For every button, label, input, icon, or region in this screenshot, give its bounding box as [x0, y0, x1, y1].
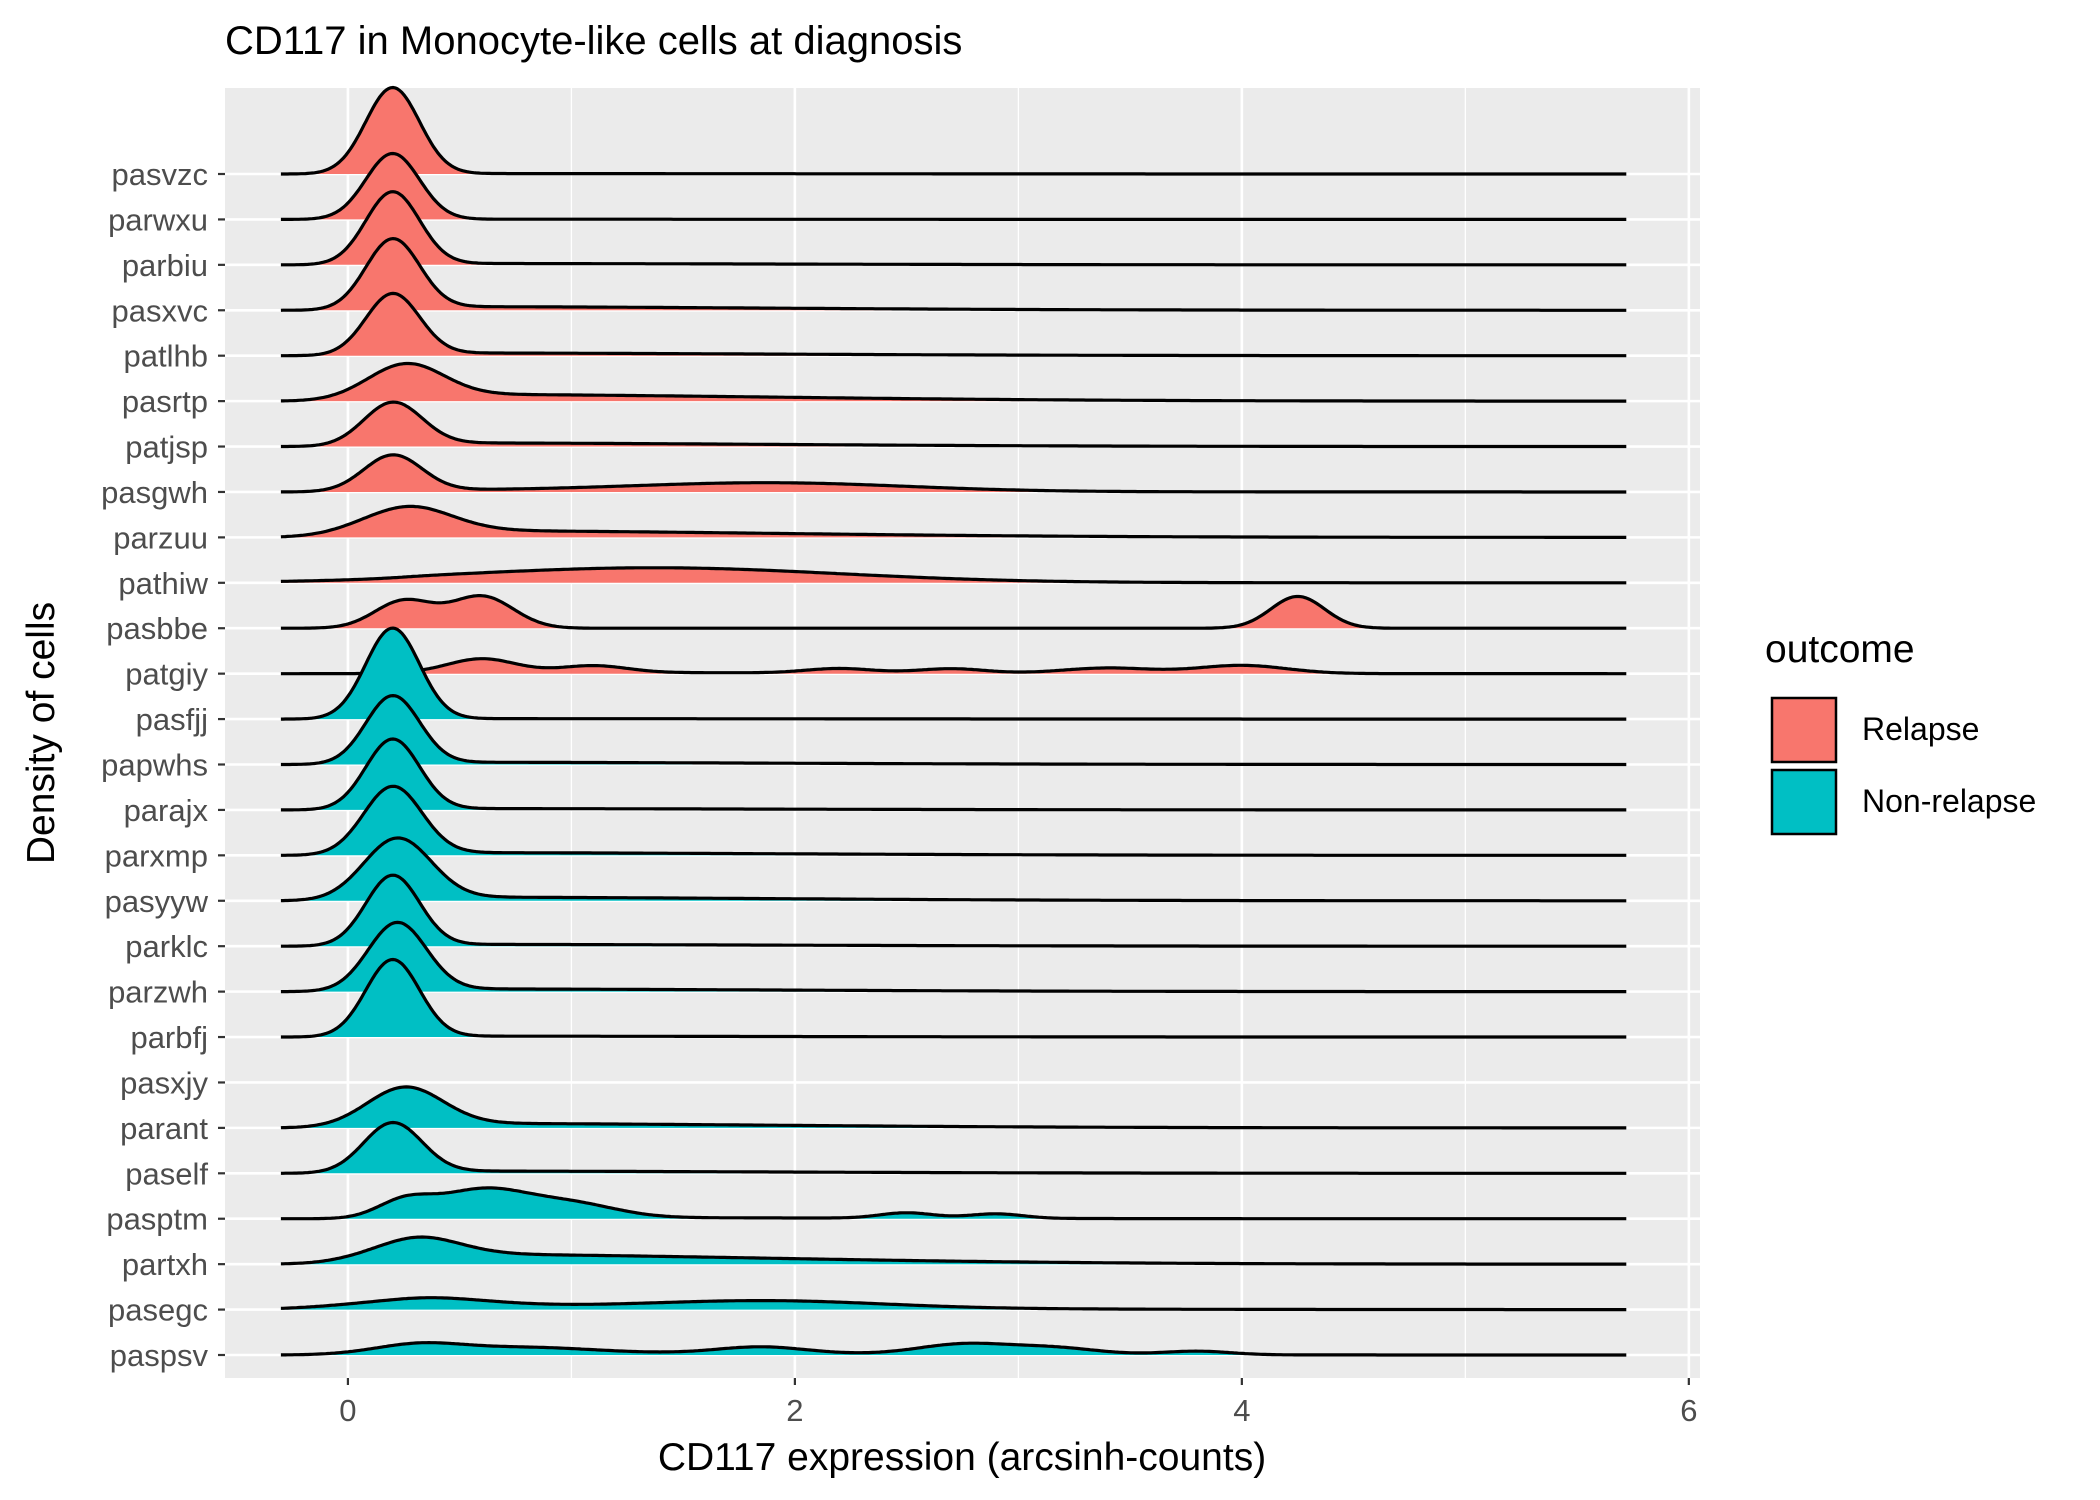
ridge-line-pathiw: [280, 566, 1627, 585]
y-tick-label: pasptm: [106, 1202, 208, 1237]
y-axis-title: Density of cells: [20, 602, 63, 864]
y-tick-label: parklc: [125, 929, 208, 964]
ridge-line-pasyyw: [280, 836, 1627, 903]
ridge-line-pasgwh: [280, 453, 1627, 494]
y-tick-label: patgiy: [125, 657, 208, 692]
y-tick-label: parzuu: [113, 520, 208, 555]
legend-label-non-relapse: Non-relapse: [1862, 783, 2036, 819]
y-tick-label: patjsp: [125, 430, 208, 465]
x-tick-label: 0: [339, 1393, 356, 1428]
ridge-line-patjsp: [280, 400, 1627, 449]
y-tick-label: pasegc: [108, 1293, 208, 1328]
ridge-fill-parzuu: [280, 506, 1627, 538]
y-tick-label: pasrtp: [122, 384, 208, 419]
ridge-line-pasrtp: [280, 361, 1627, 403]
x-axis-title: CD117 expression (arcsinh-counts): [658, 1436, 1266, 1479]
ridge-line-pasbbe: [280, 594, 1627, 630]
ridge-line-parbfj: [280, 957, 1627, 1039]
ridge-line-parajx: [280, 737, 1627, 812]
ridge-line-pasfjj: [280, 626, 1627, 721]
y-tick-label: parbfj: [130, 1020, 208, 1055]
ridge-fill-parbfj: [280, 959, 1627, 1037]
y-tick-label: pathiw: [118, 566, 208, 601]
legend-key-relapse: [1770, 696, 1838, 764]
x-tick-label: 2: [786, 1393, 803, 1428]
ridge-line-patgiy: [280, 657, 1627, 676]
legend: outcome Relapse Non-relapse: [1765, 628, 2036, 836]
ridge-line-patlhb: [280, 291, 1627, 358]
x-axis-ticks: 0 2 4 6: [339, 1378, 1697, 1428]
y-tick-label: paspsv: [110, 1338, 209, 1373]
ridge-line-pasegc: [280, 1296, 1627, 1312]
ridge-line-pasptm: [280, 1186, 1627, 1221]
ridge-fill-partxh: [280, 1237, 1627, 1265]
y-tick-label: parzwh: [108, 975, 208, 1010]
legend-label-relapse: Relapse: [1862, 711, 1979, 747]
legend-key-non-relapse: [1770, 768, 1838, 836]
y-tick-label: pasyyw: [105, 884, 209, 919]
ridge-line-parzwh: [280, 920, 1627, 994]
ridge-line-parant: [280, 1085, 1627, 1130]
ridge-fill-pasfjj: [280, 628, 1627, 720]
ridge-fill-pasvzc: [280, 87, 1627, 174]
ridge-fill-pasgwh: [280, 454, 1627, 492]
y-tick-label: pasfjj: [136, 702, 208, 737]
y-tick-label: parxmp: [105, 838, 208, 873]
plot-panel: [225, 88, 1700, 1378]
y-tick-label: parbiu: [122, 248, 208, 283]
ridge-fill-patlhb: [280, 293, 1627, 356]
ridge-fill-patjsp: [280, 402, 1627, 447]
chart-title: CD117 in Monocyte-like cells at diagnosi…: [225, 19, 962, 63]
ridge-fill-pasegc: [280, 1297, 1627, 1310]
ridge-fill-paself: [280, 1122, 1627, 1174]
ridge-line-parzuu: [280, 504, 1627, 539]
ridge-line-parbiu: [280, 190, 1627, 267]
ridge-fill-pasrtp: [280, 363, 1627, 402]
ridge-line-papwhs: [280, 694, 1627, 767]
x-tick-label: 4: [1233, 1393, 1250, 1428]
ridge-line-pasxvc: [280, 237, 1627, 312]
ridge-line-parwxu: [280, 151, 1627, 221]
y-tick-label: parwxu: [108, 202, 208, 237]
y-tick-label: papwhs: [101, 748, 208, 783]
ridge-fill-pasxvc: [280, 238, 1627, 311]
ridges: [280, 85, 1627, 1357]
ridge-line-paself: [280, 1120, 1627, 1175]
y-tick-label: parant: [120, 1111, 208, 1146]
y-tick-label: pasgwh: [101, 475, 208, 510]
ridge-line-pasvzc: [280, 85, 1627, 176]
ridge-fill-parant: [280, 1086, 1627, 1128]
y-tick-label: patlhb: [124, 339, 208, 374]
ridge-fill-pasptm: [280, 1187, 1627, 1219]
y-tick-label: pasxjy: [120, 1065, 208, 1100]
y-tick-label: partxh: [122, 1247, 208, 1282]
y-tick-label: paself: [125, 1156, 208, 1191]
legend-title: outcome: [1765, 628, 1915, 671]
x-tick-label: 6: [1680, 1393, 1697, 1428]
ridge-fill-pathiw: [280, 567, 1627, 583]
ridge-line-paspsv: [280, 1341, 1627, 1357]
y-tick-label: pasbbe: [106, 611, 208, 646]
y-tick-label: pasvzc: [112, 157, 208, 192]
ridge-fill-pasbbe: [280, 595, 1627, 629]
y-axis-ticks: pasvzc parwxu parbiu pasxvc patlhb pasrtp patj…: [101, 157, 225, 1373]
y-tick-label: pasxvc: [112, 293, 208, 328]
ridge-line-parklc: [280, 873, 1627, 948]
ridge-line-parxmp: [280, 784, 1627, 857]
ridge-line-partxh: [280, 1235, 1627, 1266]
y-tick-label: parajx: [124, 793, 209, 828]
